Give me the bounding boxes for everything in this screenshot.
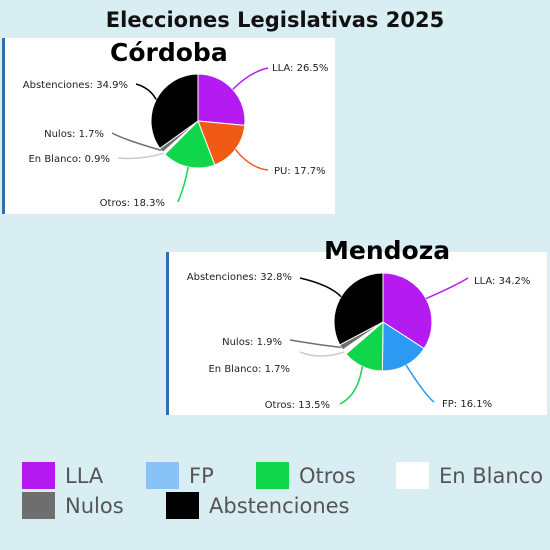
legend-swatch-en-blanco: [396, 462, 429, 489]
cordoba-label-lla: LLA: 26.5%: [272, 63, 328, 74]
cordoba-leader-pu: [234, 148, 269, 171]
legend-item-en-blanco: En Blanco: [396, 462, 543, 489]
legend-swatch-lla: [22, 462, 55, 489]
legend-label-abstenciones: Abstenciones: [209, 493, 350, 518]
mendoza-label-abstenciones: Abstenciones: 32.8%: [187, 272, 292, 283]
cordoba-leader-abstenciones: [135, 83, 157, 100]
mendoza-label-lla: LLA: 34.2%: [474, 276, 530, 287]
legend-swatch-fp: [146, 462, 179, 489]
cordoba-slice-pu: [197, 120, 246, 166]
cordoba-label-nulos: Nulos: 1.7%: [44, 129, 104, 140]
mendoza-leader-abstenciones: [299, 277, 342, 298]
legend-swatch-otros: [256, 462, 289, 489]
legend-swatch-abstenciones: [166, 492, 199, 519]
mendoza-leader-fp: [405, 364, 435, 403]
legend-swatch-nulos: [22, 492, 55, 519]
mendoza-label-nulos: Nulos: 1.9%: [222, 337, 282, 348]
mendoza-leader-otros: [339, 366, 364, 405]
cordoba-slice-otros: [164, 120, 216, 169]
legend-item-nulos: Nulos: [22, 492, 124, 519]
cordoba-slice-abstenciones: [150, 73, 199, 150]
cordoba-label-en-blanco: En Blanco: 0.9%: [28, 154, 110, 165]
cordoba-label-pu: PU: 17.7%: [274, 166, 326, 177]
mendoza-slice-fp: [381, 321, 425, 372]
mendoza-label-fp: FP: 16.1%: [442, 399, 492, 410]
cordoba-slice-lla: [197, 73, 246, 126]
mendoza-leader-en-blanco: [299, 351, 345, 357]
legend-item-fp: FP: [146, 462, 214, 489]
cordoba-leader-nulos: [111, 132, 162, 152]
legend-item-lla: LLA: [22, 462, 103, 489]
main-title: Elecciones Legislativas 2025: [105, 8, 445, 32]
cordoba-label-abstenciones: Abstenciones: 34.9%: [23, 80, 128, 91]
cordoba-chart-title: Córdoba: [110, 38, 228, 67]
cordoba-leader-lla: [232, 67, 269, 90]
legend-label-nulos: Nulos: [65, 493, 124, 518]
mendoza-leader-nulos: [289, 339, 342, 349]
cordoba-leader-en-blanco: [117, 152, 165, 160]
cordoba-leader-otros: [177, 166, 189, 203]
legend-label-fp: FP: [189, 463, 214, 488]
cordoba-label-otros: Otros: 18.3%: [100, 198, 165, 209]
legend-item-otros: Otros: [256, 462, 356, 489]
mendoza-label-en-blanco: En Blanco: 1.7%: [208, 364, 290, 375]
mendoza-chart-title: Mendoza: [324, 236, 451, 265]
legend-label-en-blanco: En Blanco: [439, 463, 544, 488]
legend-label-otros: Otros: [299, 463, 356, 488]
legend-label-lla: LLA: [65, 463, 104, 488]
legend-item-abstenciones: Abstenciones: [166, 492, 350, 519]
mendoza-label-otros: Otros: 13.5%: [265, 400, 330, 411]
mendoza-leader-lla: [425, 277, 469, 300]
